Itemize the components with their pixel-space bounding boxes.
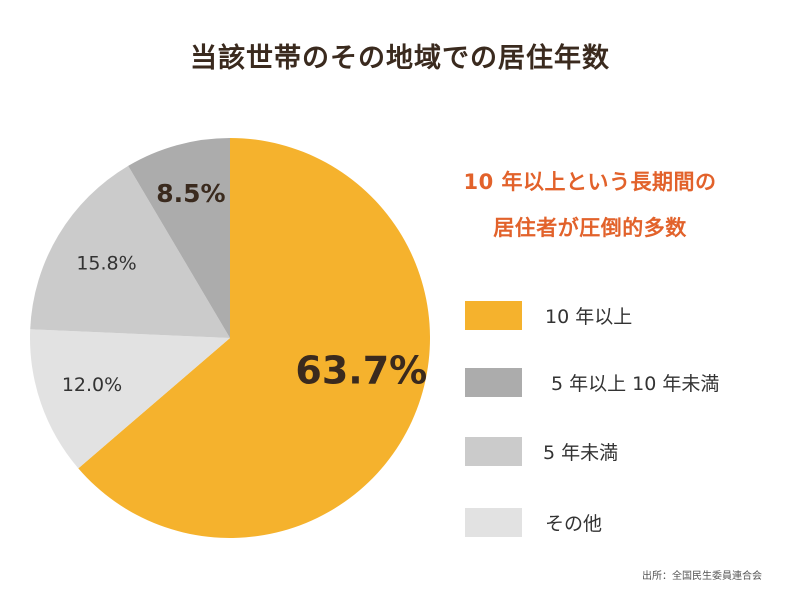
pie-slice-label: 12.0% [62, 374, 122, 396]
pie-labels: 63.7% 12.0% 15.8% 8.5% [62, 179, 427, 396]
pie-slice-label: 63.7% [295, 349, 427, 393]
legend-swatch [465, 437, 522, 466]
callout-line-2: 居住者が圧倒的多数 [493, 216, 687, 240]
pie-slice [128, 138, 230, 338]
legend-swatch [465, 301, 522, 330]
legend-item: 5 年以上 10 年未満 [465, 365, 785, 397]
pie-slices [29, 138, 431, 538]
legend-label: 5 年以上 10 年未満 [551, 373, 720, 395]
legend-label: 5 年未満 [543, 442, 619, 464]
pie-slice-label: 15.8% [76, 252, 136, 274]
legend-item: 10 年以上 [465, 298, 785, 330]
legend-label: その他 [545, 513, 603, 535]
pie-slice-label: 8.5% [156, 179, 225, 208]
pie-slice [30, 165, 230, 338]
legend-swatch [465, 368, 522, 397]
legend-label: 10 年以上 [545, 306, 633, 328]
pie-slice [29, 329, 230, 469]
chart-title: 当該世帯のその地域での居住年数 [190, 43, 610, 74]
legend-item: 5 年未満 [465, 434, 785, 466]
callout-line-1: 10 年以上という長期間の [463, 170, 717, 194]
legend-item: その他 [465, 505, 785, 537]
legend-swatch [465, 508, 522, 537]
pie-slice [78, 138, 431, 538]
source-note: 出所：全国民生委員連合会 [642, 571, 762, 582]
